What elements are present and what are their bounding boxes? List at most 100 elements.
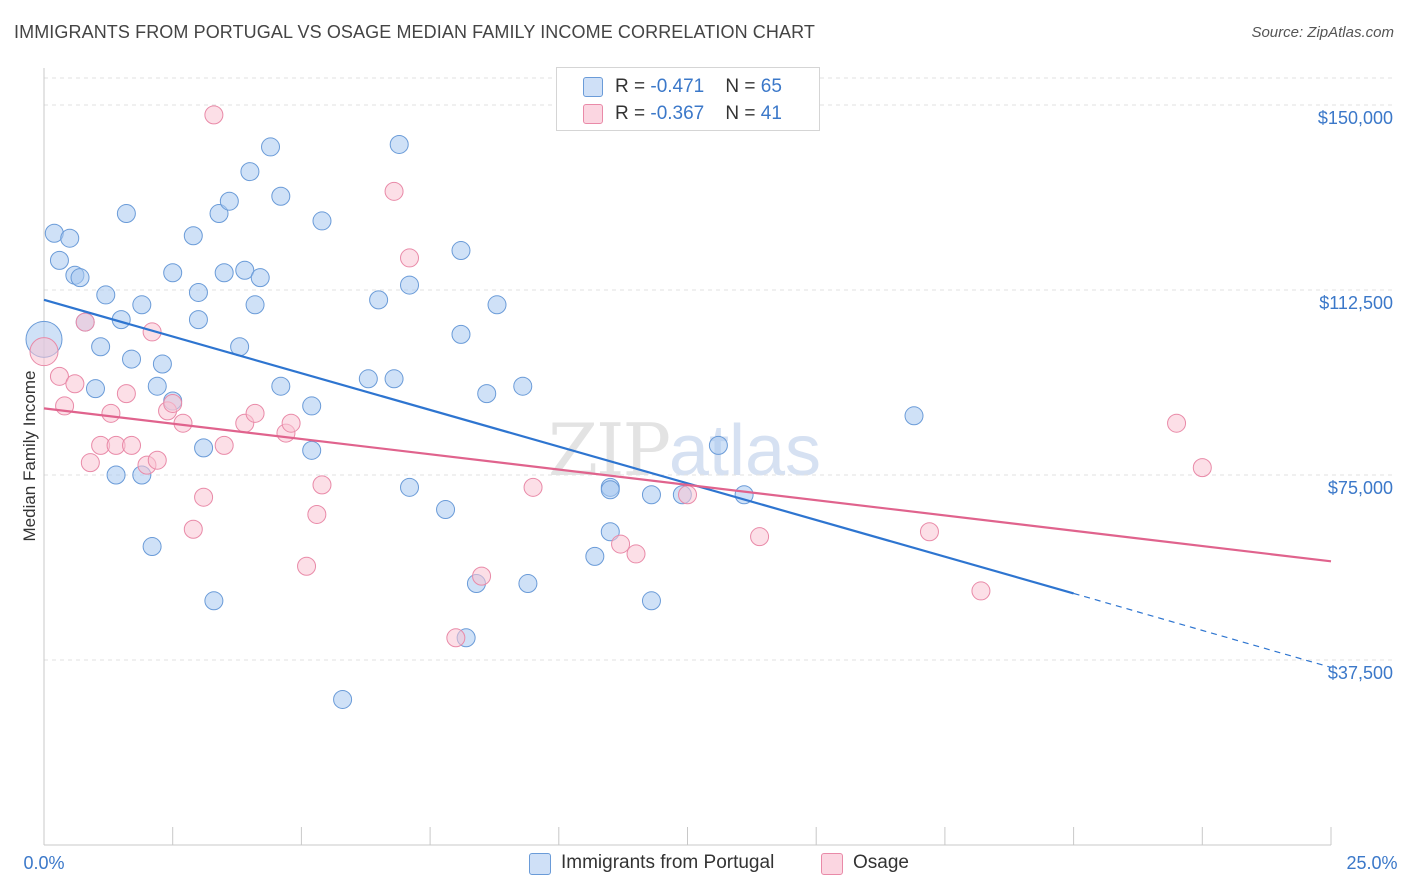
data-point	[65, 374, 85, 394]
y-axis-title: Median Family Income	[20, 370, 39, 541]
data-point	[271, 376, 291, 396]
legend-r-label: R =	[615, 103, 651, 124]
data-point	[106, 465, 126, 485]
data-point	[400, 275, 420, 295]
data-point	[678, 485, 697, 505]
data-point	[209, 204, 229, 224]
legend-n-label: N =	[725, 76, 761, 97]
data-point	[302, 440, 322, 460]
trend-line-osage	[43, 407, 1332, 563]
data-point	[188, 282, 208, 302]
data-point	[49, 366, 69, 386]
data-point	[600, 522, 620, 542]
data-point	[183, 519, 203, 539]
y-tick-label: $112,500	[1319, 293, 1393, 313]
data-point	[513, 376, 533, 396]
data-point	[147, 450, 167, 470]
legend-r-label: R =	[615, 76, 651, 97]
bottom-legend-swatch-portugal	[529, 853, 551, 875]
data-point	[600, 480, 620, 500]
data-point	[147, 376, 167, 396]
data-point	[250, 268, 270, 288]
data-point	[240, 162, 260, 182]
data-point	[116, 204, 136, 224]
data-point	[60, 228, 80, 248]
data-point	[641, 485, 661, 505]
data-point	[451, 324, 471, 344]
trend-lines	[43, 298, 1332, 668]
data-point	[261, 137, 281, 157]
data-point	[523, 477, 543, 497]
trend-line-extension	[1073, 592, 1332, 668]
data-point	[75, 312, 95, 332]
y-tick-label: $37,500	[1328, 663, 1393, 683]
bottom-legend-swatch-osage	[821, 853, 843, 875]
data-point	[302, 396, 322, 416]
data-point	[281, 413, 301, 433]
data-point	[307, 504, 327, 524]
data-point	[188, 310, 208, 330]
data-point	[122, 349, 142, 369]
data-point	[91, 337, 111, 357]
data-point	[101, 403, 121, 423]
y-tick-label: $150,000	[1318, 108, 1393, 128]
data-point	[204, 591, 224, 611]
data-point	[85, 379, 105, 399]
data-point	[708, 435, 728, 455]
data-point	[194, 487, 214, 507]
data-point	[1192, 458, 1212, 478]
data-point	[142, 537, 162, 557]
data-point	[29, 337, 59, 367]
legend-r-value: -0.471	[650, 76, 705, 97]
axes	[43, 68, 1332, 846]
data-point	[80, 453, 100, 473]
data-point	[122, 435, 142, 455]
chart-title: IMMIGRANTS FROM PORTUGAL VS OSAGE MEDIAN…	[14, 22, 815, 42]
data-point	[152, 354, 172, 374]
trend-line-portugal	[43, 298, 1074, 595]
legend-n-value: 41	[760, 103, 782, 124]
data-point	[384, 181, 404, 201]
data-point	[518, 574, 538, 594]
data-point	[163, 393, 183, 413]
data-point	[477, 384, 497, 404]
data-point	[358, 369, 378, 389]
data-point	[1167, 413, 1187, 433]
watermark-atlas: atlas	[668, 411, 822, 491]
data-point	[487, 295, 507, 315]
data-point	[971, 581, 991, 601]
data-point	[214, 263, 234, 283]
data-point	[116, 384, 136, 404]
data-point	[194, 438, 214, 458]
data-point	[132, 295, 152, 315]
data-point	[70, 268, 90, 288]
data-point	[626, 544, 646, 564]
x-tick-label-start: 0.0%	[23, 853, 64, 873]
data-point	[245, 295, 265, 315]
correlation-legend: R = -0.471 N = 65 R = -0.367 N = 41	[556, 67, 820, 131]
data-point	[271, 186, 291, 206]
data-point	[389, 134, 409, 154]
data-point	[219, 191, 239, 211]
data-point	[641, 591, 661, 611]
data-point	[611, 534, 631, 554]
data-point	[585, 546, 605, 566]
data-point	[333, 689, 353, 709]
bottom-legend-label-osage: Osage	[853, 852, 909, 873]
data-point	[451, 241, 471, 261]
data-point	[204, 105, 224, 125]
data-point	[49, 250, 69, 270]
data-point	[750, 527, 770, 547]
legend-n-label: N =	[725, 103, 761, 124]
data-point	[183, 226, 203, 246]
data-point	[904, 406, 924, 426]
data-point	[214, 435, 234, 455]
data-point	[400, 477, 420, 497]
data-point	[235, 260, 255, 280]
chart-source: Source: ZipAtlas.com	[1251, 24, 1394, 41]
data-point	[472, 566, 492, 586]
legend-swatch-portugal	[583, 77, 603, 97]
x-tick-label-end: 25.0%	[1346, 853, 1397, 873]
data-point	[96, 285, 116, 305]
data-point	[384, 369, 404, 389]
